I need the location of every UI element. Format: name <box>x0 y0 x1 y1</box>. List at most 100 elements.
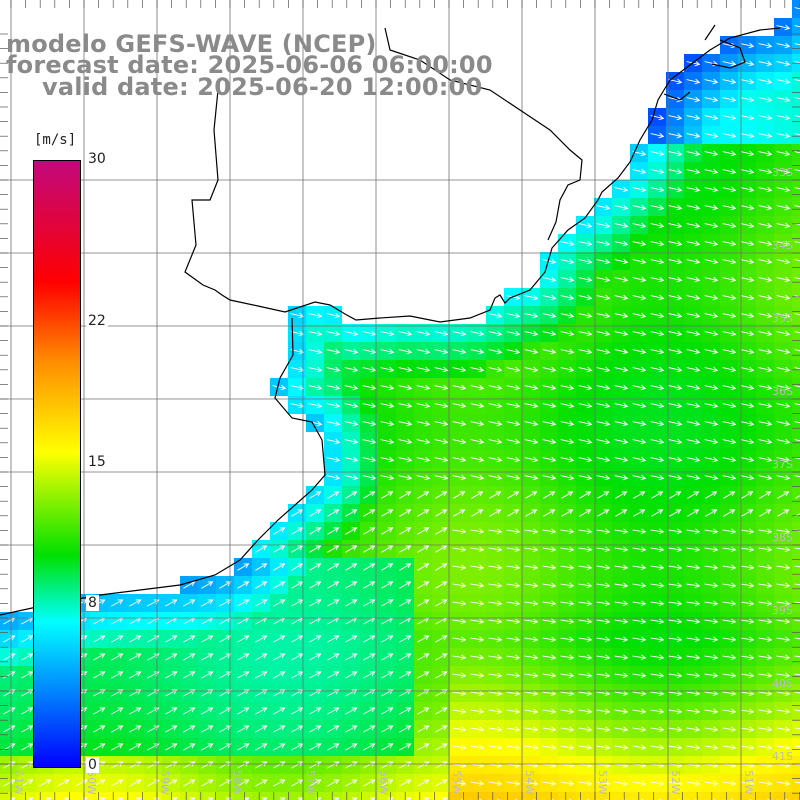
wind-arrow <box>758 330 773 337</box>
wind-arrow <box>776 150 791 157</box>
wind-arrow <box>740 546 755 553</box>
wind-arrow <box>398 330 413 337</box>
wind-arrow <box>399 545 412 553</box>
wind-arrow <box>452 402 467 409</box>
lon-label: 52W <box>669 770 682 795</box>
wind-arrow <box>686 618 701 625</box>
speed-cell <box>792 360 800 378</box>
wind-arrow <box>237 599 250 607</box>
wind-arrow <box>344 402 359 409</box>
lon-label: 61W <box>12 770 25 795</box>
speed-cell <box>792 306 800 324</box>
wind-arrow <box>632 222 647 229</box>
wind-arrow <box>399 509 412 517</box>
wind-arrow <box>405 797 412 800</box>
wind-arrow <box>633 509 646 517</box>
wind-arrow <box>165 599 178 607</box>
wind-arrow <box>417 509 430 517</box>
speed-cell <box>198 792 216 800</box>
wind-arrow <box>542 564 557 571</box>
wind-arrow <box>578 438 593 445</box>
wind-arrow <box>758 780 773 787</box>
wind-arrow <box>380 366 395 373</box>
wind-arrow <box>435 761 448 769</box>
wind-arrow <box>542 384 557 391</box>
lon-label: 56W <box>377 770 390 795</box>
wind-arrow <box>560 726 575 733</box>
wind-arrow <box>758 222 773 229</box>
wind-arrow <box>632 528 647 535</box>
wind-arrow <box>668 186 683 193</box>
wind-arrow <box>668 690 683 697</box>
wind-arrow <box>543 491 556 499</box>
colorbar-tick-0: 0 <box>86 757 99 773</box>
wind-arrow <box>363 707 376 715</box>
wind-arrow <box>434 348 449 355</box>
wind-arrow <box>758 456 773 463</box>
wind-arrow <box>686 474 701 481</box>
wind-arrow <box>273 653 286 661</box>
wind-arrow <box>309 599 322 607</box>
wind-arrow <box>470 564 485 571</box>
wind-arrow <box>435 599 448 607</box>
wind-arrow <box>776 330 791 337</box>
wind-arrow <box>165 707 178 715</box>
wind-arrow <box>740 60 755 67</box>
wind-arrow <box>740 780 755 787</box>
wind-arrow <box>722 384 737 391</box>
wind-arrow <box>201 707 214 715</box>
wind-arrow <box>632 402 647 409</box>
speed-cell <box>594 792 612 800</box>
wind-arrow <box>201 653 214 661</box>
wind-arrow <box>524 672 539 679</box>
model-title: modelo GEFS-WAVE (NCEP) <box>6 30 377 58</box>
wind-arrow <box>776 24 791 31</box>
wind-arrow <box>399 725 412 733</box>
wind-arrow <box>740 600 755 607</box>
wind-arrow <box>614 708 629 715</box>
wind-arrow <box>506 582 521 589</box>
lon-label: 59W <box>158 770 171 795</box>
wind-arrow <box>794 745 800 748</box>
wind-arrow <box>381 527 394 535</box>
speed-cell <box>324 792 342 800</box>
wind-arrow <box>111 599 124 607</box>
speed-cell <box>648 792 666 800</box>
wind-arrow <box>117 797 124 800</box>
wind-arrow <box>273 563 286 571</box>
wind-arrow <box>542 744 557 751</box>
speed-cell <box>792 0 800 18</box>
wind-arrow <box>524 636 539 643</box>
wind-arrow <box>506 402 521 409</box>
wind-arrow <box>309 581 322 589</box>
wind-arrow <box>381 545 394 553</box>
wind-arrow <box>668 384 683 391</box>
wind-arrow <box>686 780 701 787</box>
wind-arrow <box>578 222 593 229</box>
wind-arrow <box>650 528 665 535</box>
wind-arrow <box>758 60 773 67</box>
wind-arrow <box>776 708 791 715</box>
wind-arrow <box>488 654 503 661</box>
wind-arrow <box>794 655 800 658</box>
wind-arrow <box>578 240 593 247</box>
wind-arrow <box>201 761 214 769</box>
wind-arrow <box>237 563 250 571</box>
wind-arrow <box>632 654 647 661</box>
lat-label: 35S <box>772 312 793 325</box>
wind-arrow <box>668 150 683 157</box>
wind-arrow <box>524 618 539 625</box>
wind-arrow <box>794 187 800 190</box>
wind-arrow <box>381 635 394 643</box>
wind-arrow <box>758 564 773 571</box>
wind-arrow <box>668 312 683 319</box>
wind-arrow <box>542 276 557 283</box>
wind-arrow <box>362 384 377 391</box>
wind-arrow <box>344 366 359 373</box>
wind-arrow <box>776 690 791 697</box>
wind-arrow <box>794 25 800 28</box>
wind-arrow <box>417 545 430 553</box>
wind-arrow <box>668 780 683 787</box>
wind-arrow <box>596 672 611 679</box>
speed-cell <box>792 144 800 162</box>
